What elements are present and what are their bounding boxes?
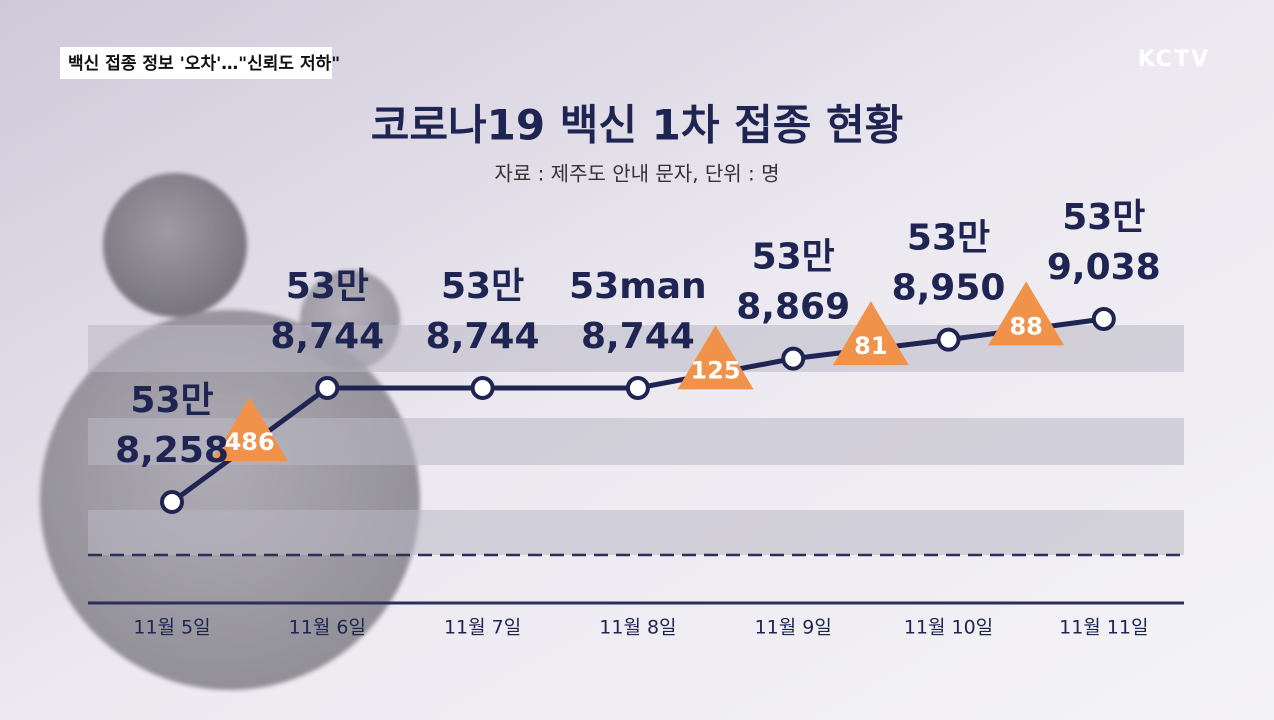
point — [1091, 307, 1116, 331]
value-label: 8,744 — [270, 316, 384, 357]
increment-triangle — [211, 396, 288, 461]
value-label: 8,258 — [115, 430, 229, 471]
news-tag-box — [60, 47, 332, 79]
point — [936, 327, 961, 352]
increment-label: 486 — [225, 428, 275, 456]
increment-triangle — [677, 325, 754, 390]
increment-label: 88 — [1009, 312, 1042, 340]
value-label: 9,038 — [1047, 247, 1161, 288]
x-tick-label: 11월 11일 — [1059, 617, 1148, 639]
x-tick-label: 11월 6일 — [289, 617, 366, 639]
value-label: 53만 — [907, 218, 990, 259]
x-tick-label: 11월 8일 — [599, 617, 676, 639]
value-label: 8,744 — [581, 316, 695, 357]
value-label: 8,950 — [892, 268, 1006, 309]
value-label: 8,869 — [736, 287, 850, 328]
point — [625, 375, 650, 400]
news-tag: 백신 접종 정보 '오차'…"신뢰도 저하" — [68, 54, 340, 74]
value-label: 53man — [569, 266, 707, 307]
x-tick-label: 11월 7일 — [444, 617, 521, 639]
value-label: 8,744 — [426, 316, 540, 357]
logo: KCTV — [1138, 47, 1210, 72]
value-label: 53만 — [752, 237, 835, 278]
value-label: 53만 — [1062, 197, 1145, 238]
point — [781, 346, 806, 371]
x-tick-label: 11월 10일 — [904, 617, 993, 639]
increment-label: 81 — [854, 332, 887, 360]
value-label: 53만 — [286, 266, 369, 307]
x-tick-label: 11월 9일 — [755, 617, 832, 639]
point — [160, 490, 184, 514]
value-label: 53만 — [130, 380, 213, 421]
value-label: 53만 — [441, 266, 524, 307]
increment-triangle — [832, 301, 909, 366]
increment-label: 125 — [690, 356, 740, 384]
chart-title: 코로나19 백신 1차 접종 현황 — [371, 101, 904, 150]
point — [470, 375, 495, 400]
increment-triangle — [988, 281, 1065, 346]
point — [315, 375, 340, 400]
x-tick-label: 11월 5일 — [133, 617, 210, 639]
virus-decoration — [40, 173, 420, 690]
chart-subtitle: 자료 : 제주도 안내 문자, 단위 : 명 — [494, 162, 779, 186]
